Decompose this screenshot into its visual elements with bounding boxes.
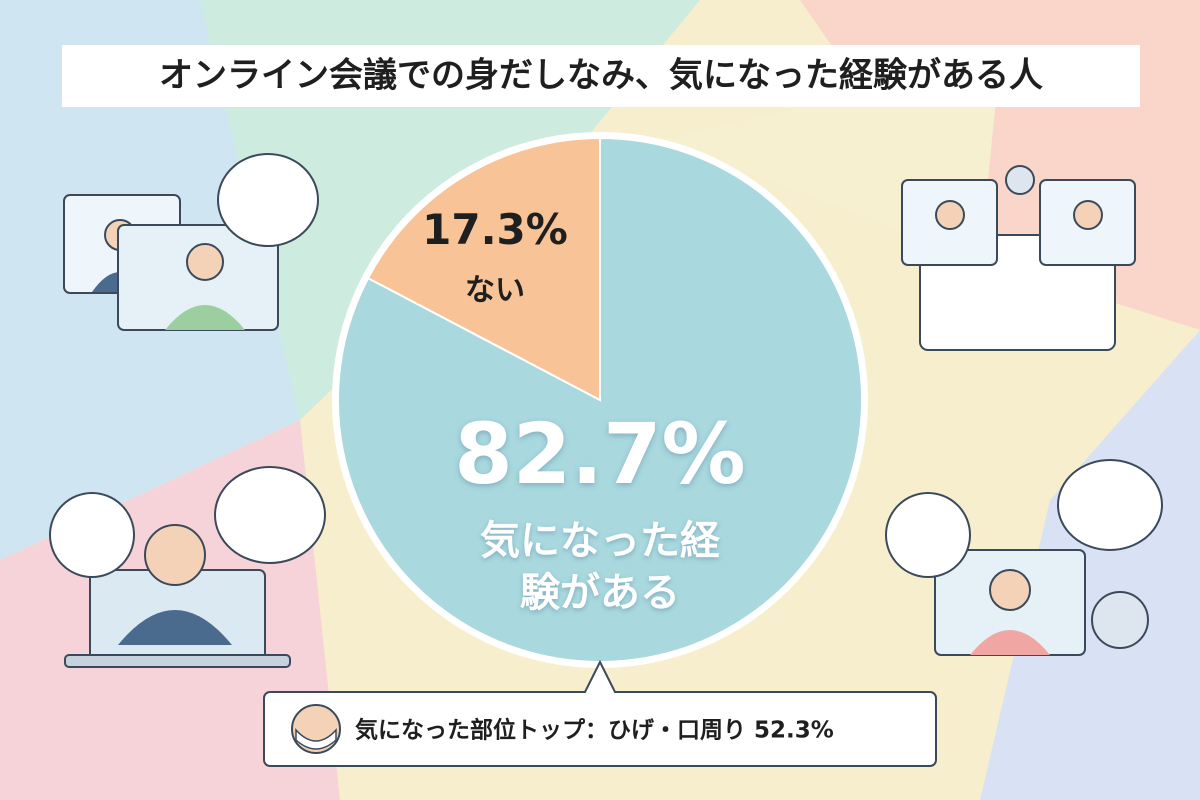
slice-value-label: 17.3% <box>422 205 568 254</box>
pie <box>332 132 868 668</box>
title-box <box>62 45 1140 107</box>
illustration-right-top <box>901 165 1136 351</box>
illustration-right-bottom <box>885 459 1163 656</box>
slice-category-label: 気になった経験がある <box>480 518 720 616</box>
mask-icon <box>295 728 337 750</box>
chart-title: オンライン会議での身だしなみ、気になった経験がある人 <box>159 56 1043 96</box>
callout-box <box>263 659 937 767</box>
annotation: 気になった部位トップ：ひげ・口周り 52.3% <box>355 717 834 744</box>
illustration-left-top <box>63 153 319 331</box>
pie-slice <box>366 136 601 402</box>
illustration-left-bottom <box>49 466 326 668</box>
slice-category-label: ない <box>465 273 525 308</box>
slice-value-label: 82.7% <box>454 405 746 503</box>
